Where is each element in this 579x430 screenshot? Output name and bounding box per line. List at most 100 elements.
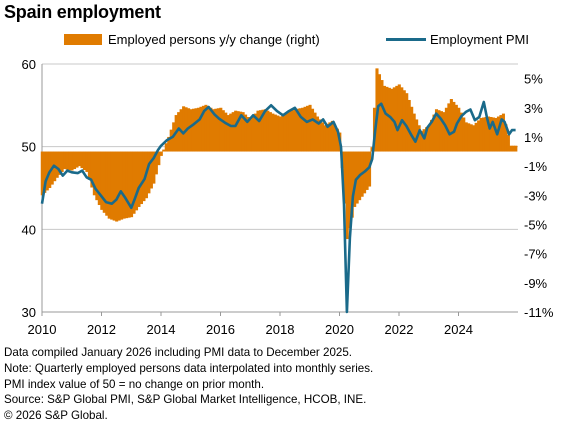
bar-employed-persons	[45, 151, 49, 191]
bar-employed-persons	[410, 106, 414, 152]
right-tick-label: -3%	[524, 188, 548, 203]
bar-employed-persons	[335, 128, 339, 152]
bar-employed-persons	[477, 120, 481, 152]
bar-employed-persons	[261, 109, 265, 152]
bar-employed-persons	[159, 151, 163, 156]
bar-employed-persons	[65, 151, 69, 170]
bar-employed-persons	[147, 151, 151, 194]
bar-employed-persons	[439, 111, 443, 152]
bar-employed-persons	[157, 151, 161, 166]
bar-employed-persons	[219, 107, 223, 152]
bar-employed-persons	[323, 125, 327, 152]
bar-employed-persons	[417, 125, 421, 152]
bar-employed-persons	[514, 145, 518, 152]
right-tick-label: -9%	[524, 276, 548, 291]
bar-employed-persons	[256, 110, 260, 152]
x-tick-label: 2010	[28, 322, 57, 337]
bar-employed-persons	[283, 113, 287, 152]
bar-employed-persons	[241, 112, 245, 152]
bar-employed-persons	[392, 87, 396, 152]
bar-employed-persons	[387, 87, 391, 152]
bar-employed-persons	[266, 110, 270, 152]
bar-employed-persons	[134, 151, 139, 211]
bar-employed-persons	[80, 151, 84, 169]
bar-employed-persons	[499, 115, 503, 152]
bar-employed-persons	[209, 107, 213, 152]
bar-employed-persons	[115, 151, 119, 222]
bar-employed-persons	[469, 124, 473, 152]
bar-employed-persons	[353, 151, 357, 207]
bar-employed-persons	[216, 108, 220, 152]
bar-employed-persons	[385, 86, 389, 152]
bar-employed-persons	[87, 151, 91, 180]
bar-employed-persons	[425, 127, 429, 152]
bar-employed-persons	[407, 99, 411, 152]
bar-employed-persons	[105, 151, 109, 216]
bar-employed-persons	[70, 151, 74, 171]
left-tick-label: 50	[22, 140, 36, 155]
x-tick-label: 2014	[147, 322, 176, 337]
legend-label-bar: Employed persons y/y change (right)	[108, 32, 320, 47]
bar-employed-persons	[211, 109, 215, 152]
bar-employed-persons	[273, 114, 277, 152]
bar-employed-persons	[457, 107, 461, 152]
bar-employed-persons	[432, 114, 436, 152]
bar-employed-persons	[130, 151, 134, 218]
chart-notes: Data compiled January 2026 including PMI…	[4, 345, 373, 424]
bar-employed-persons	[102, 151, 106, 213]
bar-employed-persons	[90, 151, 94, 188]
bar-employed-persons	[226, 115, 230, 152]
bar-employed-persons	[509, 145, 513, 152]
bar-employed-persons	[447, 103, 451, 152]
bar-employed-persons	[234, 110, 238, 152]
chart-title: Spain employment	[4, 2, 161, 22]
bar-employed-persons	[122, 151, 126, 219]
bar-employed-persons	[187, 108, 191, 152]
bar-employed-persons	[142, 151, 146, 202]
bar-employed-persons	[107, 151, 111, 219]
bar-employed-persons	[333, 124, 337, 152]
bar-employed-persons	[43, 151, 47, 193]
bar-employed-persons	[206, 106, 210, 152]
bar-employed-persons	[276, 115, 280, 152]
bar-employed-persons	[293, 109, 297, 152]
bar-employed-persons	[345, 151, 349, 240]
bar-employed-persons	[201, 105, 205, 152]
bar-employed-persons	[278, 116, 282, 152]
bar-employed-persons	[139, 151, 144, 205]
bar-employed-persons	[221, 110, 225, 152]
bar-employed-persons	[112, 151, 116, 221]
chart-legend: Employed persons y/y change (right) Empl…	[0, 30, 579, 50]
bar-employed-persons	[196, 107, 201, 152]
bar-employed-persons	[286, 112, 290, 152]
line-employment-pmi	[40, 100, 516, 314]
legend-swatch-line	[386, 38, 426, 41]
bar-employed-persons	[405, 93, 409, 152]
bar-employed-persons	[308, 104, 312, 152]
bar-employed-persons	[310, 108, 315, 152]
right-tick-label: 3%	[524, 101, 543, 116]
bar-employed-persons	[434, 109, 439, 152]
left-tick-label: 30	[22, 305, 36, 320]
bar-employed-persons	[482, 117, 486, 152]
bar-employed-persons	[296, 108, 300, 152]
bar-employed-persons	[82, 151, 86, 171]
bar-employed-persons	[117, 151, 121, 221]
bar-employed-persons	[437, 110, 441, 152]
bar-employed-persons	[479, 117, 483, 152]
bar-employed-persons	[154, 151, 158, 175]
bar-employed-persons	[427, 125, 431, 152]
bar-employed-persons	[462, 117, 466, 152]
bar-employed-persons	[511, 145, 515, 152]
bar-employed-persons	[484, 117, 488, 152]
note-line: PMI index value of 50 = no change on pri…	[4, 377, 265, 391]
bar-employed-persons	[377, 74, 382, 152]
bar-employed-persons	[149, 151, 153, 189]
bar-employed-persons	[315, 116, 320, 152]
right-tick-label: -1%	[524, 159, 548, 174]
x-tick-label: 2012	[87, 322, 116, 337]
legend-item-employment-pmi: Employment PMI	[386, 32, 529, 47]
left-tick-label: 60	[22, 57, 36, 72]
bar-employed-persons	[467, 123, 471, 152]
right-tick-label: 5%	[524, 72, 543, 87]
